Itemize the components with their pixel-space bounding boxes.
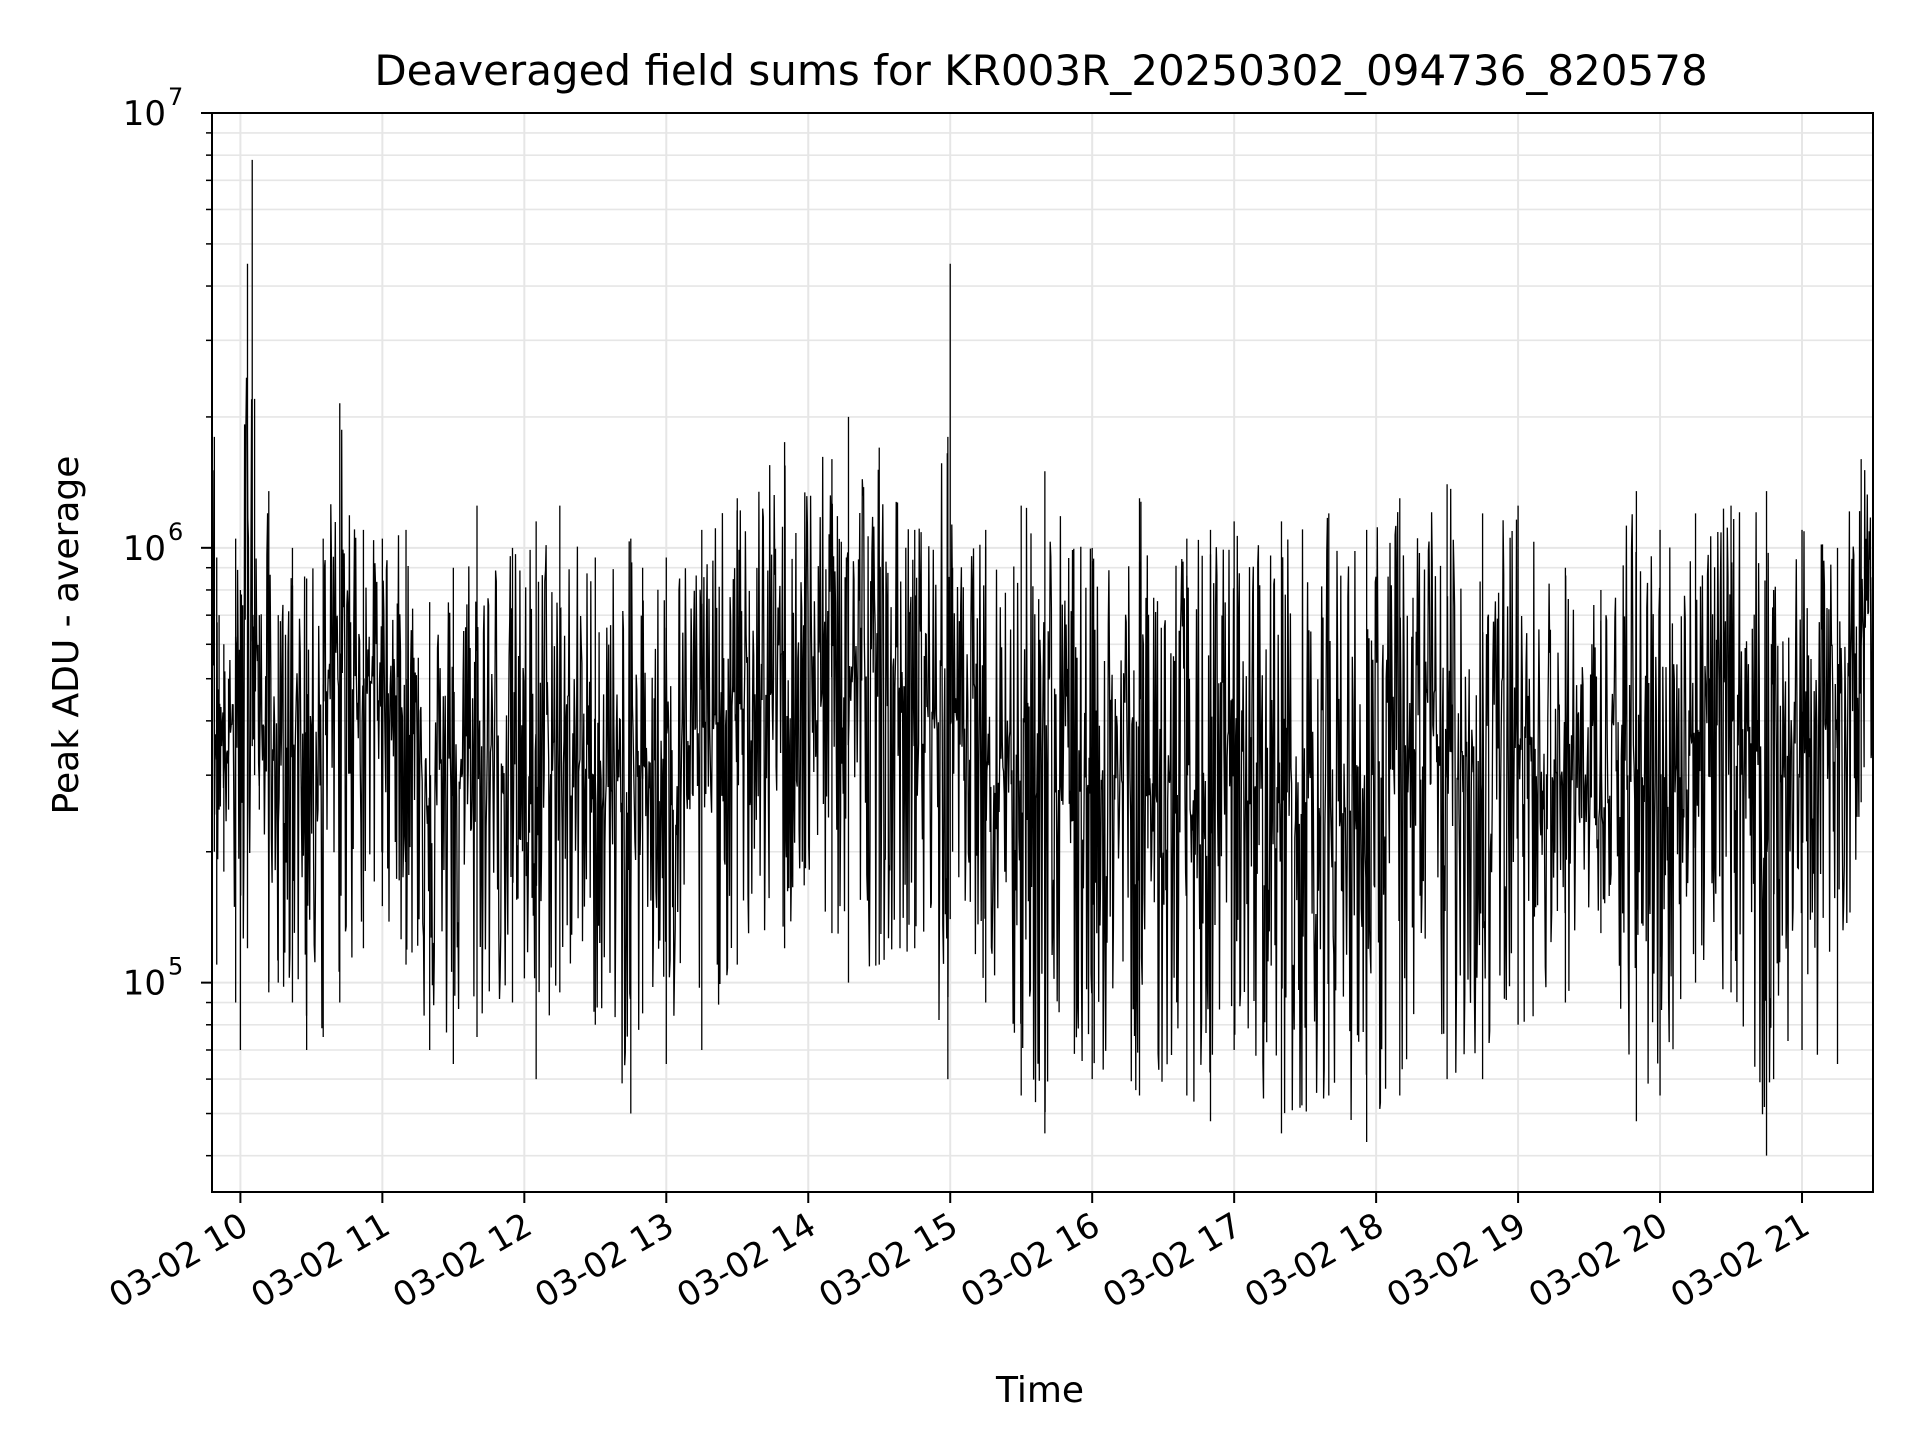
chart-title: Deaveraged field sums for KR003R_2025030… xyxy=(374,46,1707,95)
x-tick-label: 03-02 14 xyxy=(670,1205,822,1316)
y-tick-label: 10 xyxy=(123,94,166,134)
x-tick-label: 03-02 18 xyxy=(1238,1205,1390,1316)
x-tick-label: 03-02 20 xyxy=(1522,1205,1674,1316)
y-tick-label: 10 xyxy=(123,964,166,1004)
x-tick-label: 03-02 16 xyxy=(954,1205,1106,1316)
y-axis-label: Peak ADU - average xyxy=(46,456,87,815)
x-tick-label: 03-02 15 xyxy=(812,1205,964,1316)
series-line xyxy=(211,377,1874,1121)
x-tick-label: 03-02 12 xyxy=(386,1205,538,1316)
plot-frame xyxy=(211,112,1874,1193)
x-tick-label: 03-02 19 xyxy=(1380,1205,1532,1316)
y-tick-exponent: 7 xyxy=(168,83,183,111)
x-tick-label: 03-02 21 xyxy=(1664,1205,1816,1316)
x-tick-label: 03-02 10 xyxy=(102,1205,254,1316)
x-tick-label: 03-02 17 xyxy=(1096,1205,1248,1316)
y-tick-exponent: 5 xyxy=(168,953,183,981)
x-axis-label: Time xyxy=(995,1370,1084,1411)
x-tick-label: 03-02 13 xyxy=(528,1205,680,1316)
series xyxy=(211,159,1874,1156)
y-tick-label: 10 xyxy=(123,529,166,569)
x-tick-label: 03-02 11 xyxy=(244,1205,396,1316)
y-tick-exponent: 6 xyxy=(168,518,183,546)
